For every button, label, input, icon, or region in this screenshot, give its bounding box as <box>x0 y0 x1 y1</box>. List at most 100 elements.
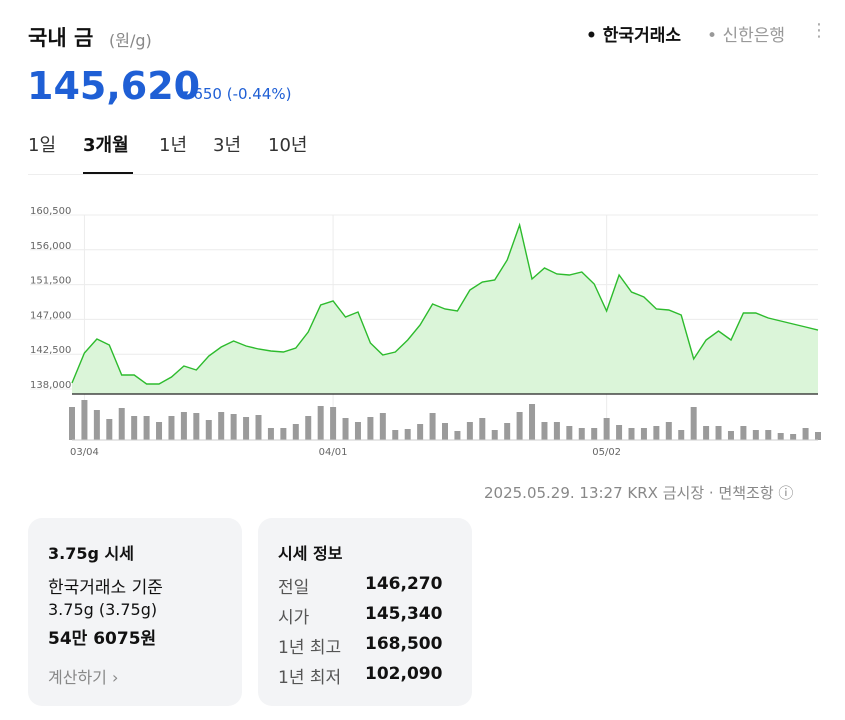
title: 국내 금 <box>28 26 94 50</box>
volume-bar <box>193 413 200 440</box>
volume-bar <box>566 426 573 440</box>
volume-bar <box>616 425 623 440</box>
divider <box>28 174 818 175</box>
volume-bar <box>280 428 287 440</box>
calc-card: 3.75g 시세 한국거래소 기준 3.75g (3.75g) 54만 6075… <box>28 518 242 706</box>
volume-bar <box>118 408 125 440</box>
volume-bar <box>317 406 324 440</box>
y-tick-label: 151,500 <box>30 276 71 287</box>
y-tick-label: 147,000 <box>30 310 71 321</box>
volume-bar <box>727 431 734 440</box>
volume-bar <box>255 415 262 440</box>
volume-bar <box>218 412 225 440</box>
volume-bar <box>106 419 113 440</box>
volume-bar <box>168 416 175 440</box>
volume-bar <box>131 416 138 440</box>
volume-bar <box>156 422 163 440</box>
change: 650 <box>193 85 222 103</box>
volume-bar <box>230 414 237 440</box>
volume-bar <box>267 428 274 440</box>
price: 145,620 <box>27 64 201 108</box>
y-tick-label: 138,000 <box>30 380 71 391</box>
volume-bar <box>479 418 486 440</box>
volume-bar <box>454 431 461 440</box>
info-label: 1년 최고 <box>278 638 342 658</box>
volume-bar <box>715 426 722 440</box>
period-tab[interactable]: 1년 <box>159 135 188 156</box>
volume-bar <box>69 407 75 440</box>
info-label: 시가 <box>278 608 310 628</box>
volume-bar <box>752 430 759 440</box>
volume-bar <box>429 413 436 440</box>
y-tick-label: 160,500 <box>30 206 71 217</box>
info-value: 145,340 <box>365 604 443 624</box>
volume-bar <box>703 426 710 440</box>
volume-bar <box>367 417 374 440</box>
volume-bar <box>653 426 660 440</box>
active-underline <box>83 172 133 174</box>
y-tick-label: 156,000 <box>30 241 71 252</box>
volume-bar <box>342 418 349 440</box>
price-line <box>71 222 819 385</box>
volume-bar <box>678 430 685 440</box>
volume-bar <box>81 400 88 440</box>
volume-bar <box>529 404 536 440</box>
change-pct: (-0.44%) <box>226 85 292 103</box>
volume-bar <box>330 407 337 440</box>
period-tab[interactable]: 3년 <box>213 135 242 156</box>
volume-bar <box>417 424 424 440</box>
x-tick-label: 05/02 <box>592 447 621 458</box>
price-change: ▾ 650 (-0.44%) <box>181 85 292 103</box>
timestamp: 2025.05.29. 13:27 KRX 금시장 <box>484 484 705 502</box>
period-tab[interactable]: 10년 <box>268 135 308 156</box>
volume-bar <box>305 416 312 440</box>
volume-bar <box>628 428 635 440</box>
volume-bar <box>815 432 821 440</box>
volume-bar <box>640 428 647 440</box>
info-value: 102,090 <box>365 664 443 684</box>
info-label: 1년 최저 <box>278 668 342 688</box>
card-title: 시세 정보 <box>278 544 343 563</box>
unit: (원/g) <box>109 31 152 50</box>
source-label: 한국거래소 <box>602 26 681 46</box>
volume-bar <box>553 422 560 440</box>
volume-bar <box>665 422 672 440</box>
volume-bar <box>205 420 212 440</box>
volume-bar <box>243 417 250 440</box>
volume-bar <box>591 428 598 440</box>
volume-bar <box>777 433 784 440</box>
period-tab[interactable]: 1일 <box>28 135 57 156</box>
volume-bar <box>442 423 448 440</box>
amount: 54만 6075원 <box>48 629 157 649</box>
volume-bar <box>516 412 523 440</box>
volume-bar <box>379 413 386 440</box>
info-value: 146,270 <box>365 574 443 594</box>
volume-bar <box>143 416 150 440</box>
source-tab[interactable]: • 한국거래소 <box>586 26 681 46</box>
volume-bar <box>292 424 299 440</box>
volume-bar <box>392 430 399 440</box>
volume-bar <box>180 412 187 440</box>
volume-bar <box>790 434 797 440</box>
volume-bar <box>603 418 610 440</box>
y-tick-label: 142,500 <box>30 345 71 356</box>
basis: 한국거래소 기준 <box>48 578 163 598</box>
chart: 138,000 142,500 147,000 151,500 156,000 160,5… <box>30 206 821 458</box>
source-label: 신한은행 <box>722 26 785 46</box>
volume-bar <box>466 422 473 440</box>
period-tab[interactable]: 3개월 <box>83 135 129 156</box>
x-tick-label: 03/04 <box>70 447 99 458</box>
footer: 2025.05.29. 13:27 KRX 금시장 · 면책조항 ⓘ <box>484 484 794 502</box>
volume-bar <box>491 430 498 440</box>
card-title: 3.75g 시세 <box>48 544 134 563</box>
calc-link[interactable]: 계산하기 › <box>48 668 119 687</box>
more-menu[interactable]: ⋮ <box>810 20 828 41</box>
volume-bar <box>404 429 411 440</box>
volume-bar <box>690 407 697 440</box>
disclaimer[interactable]: 면책조항 <box>718 484 774 502</box>
volume-bar <box>93 410 100 440</box>
info-value: 168,500 <box>365 634 443 654</box>
source-tab[interactable]: • 신한은행 <box>707 26 785 46</box>
x-tick-label: 04/01 <box>319 447 348 458</box>
